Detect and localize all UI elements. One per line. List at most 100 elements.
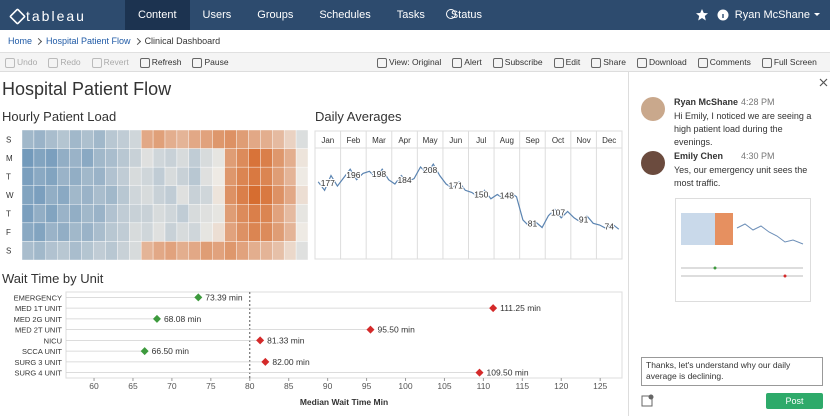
x-tick-label: 85 — [284, 381, 294, 391]
heat-cell — [33, 241, 47, 261]
toolbar-button[interactable]: Refresh — [139, 53, 181, 72]
attach-icon[interactable] — [641, 394, 655, 408]
heat-cell — [105, 241, 118, 261]
heat-cell — [69, 222, 82, 242]
month-label: Sep — [525, 136, 540, 145]
crumb[interactable]: Home — [8, 30, 32, 52]
row-label: W — [6, 191, 14, 200]
nav-item[interactable]: Status — [450, 9, 483, 21]
heat-cell — [81, 222, 94, 242]
heat-cell — [93, 204, 106, 224]
nav-item[interactable]: Users — [202, 9, 232, 21]
heat-cell — [188, 148, 201, 168]
comment-author: Emily Chen — [674, 151, 724, 161]
toolbar-button[interactable]: Comments — [697, 53, 751, 72]
close-icon[interactable] — [819, 78, 828, 87]
heat-cell — [248, 185, 261, 205]
value-label: 68.08 min — [164, 314, 202, 324]
toolbar-button[interactable]: Subscribe — [492, 53, 543, 72]
heat-cell — [129, 129, 142, 149]
heat-cell — [33, 129, 47, 149]
heat-cell — [248, 148, 261, 168]
unit-label: SCCA UNIT — [22, 347, 62, 356]
toolbar-button[interactable]: Redo — [47, 53, 81, 72]
heat-cell — [283, 185, 297, 205]
heat-cell — [164, 129, 178, 149]
heat-cell — [260, 241, 273, 261]
heat-cell — [21, 148, 35, 168]
logo[interactable]: tableau — [8, 8, 86, 24]
heat-cell — [260, 185, 273, 205]
search-icon[interactable] — [446, 9, 456, 19]
x-tick-label: 105 — [437, 381, 451, 391]
value-label: 81.33 min — [267, 335, 305, 345]
heat-cell — [224, 241, 237, 261]
heat-cell — [69, 241, 82, 261]
toolbar-right: View: Original Alert Subscribe Edit Share Dow… — [376, 53, 827, 72]
month-average-label: 177 — [321, 178, 335, 188]
toolbar-button[interactable]: Undo — [4, 53, 37, 72]
heat-cell — [176, 204, 190, 224]
heat-cell — [224, 129, 237, 149]
heat-cell — [295, 241, 309, 261]
favorites-icon[interactable] — [696, 9, 708, 21]
heat-cell — [129, 166, 142, 186]
nav-item[interactable]: Schedules — [319, 9, 371, 21]
heat-cell — [200, 204, 213, 224]
heat-cell — [212, 222, 225, 242]
heat-cell — [105, 185, 118, 205]
user-menu[interactable]: Ryan McShane — [735, 0, 821, 30]
heat-cell — [176, 185, 190, 205]
row-label: S — [6, 247, 11, 256]
toolbar-button[interactable]: Download — [636, 53, 687, 72]
heat-cell — [140, 241, 154, 261]
heat-cell — [283, 166, 297, 186]
nav-item[interactable]: Groups — [257, 9, 294, 21]
heat-cell — [152, 185, 166, 205]
toolbar-button[interactable]: Alert — [451, 53, 482, 72]
heat-cell — [69, 129, 82, 149]
comment-time: 4:28 PM — [741, 97, 775, 107]
toolbar-button[interactable]: Share — [590, 53, 626, 72]
heat-cell — [188, 129, 201, 149]
heat-cell — [33, 185, 47, 205]
month-label: Oct — [552, 136, 565, 145]
chart-title: Wait Time by Unit — [2, 271, 104, 286]
month-average-label: 91 — [579, 215, 589, 225]
heat-cell — [81, 204, 94, 224]
toolbar-button[interactable]: Pause — [191, 53, 229, 72]
month-average-label: 150 — [474, 190, 488, 200]
nav-icons — [696, 9, 729, 21]
heat-cell — [105, 204, 118, 224]
toolbar-button[interactable]: Edit — [553, 53, 580, 72]
nav-item[interactable]: Tasks — [396, 9, 425, 21]
heat-cell — [295, 148, 309, 168]
dashboard-snapshot[interactable] — [675, 198, 811, 302]
comment-input[interactable]: Thanks, let's understand why our daily a… — [641, 357, 823, 386]
heat-cell — [164, 148, 178, 168]
month-label: Nov — [577, 136, 591, 145]
heat-cell — [188, 166, 201, 186]
heat-cell — [93, 185, 106, 205]
heat-cell — [152, 222, 166, 242]
toolbar-button[interactable]: Full Screen — [761, 53, 817, 72]
heat-cell — [188, 241, 201, 261]
nav-items: Content Users Groups Schedules Tasks Sta… — [125, 0, 495, 30]
heat-cell — [212, 166, 225, 186]
x-tick-label: 70 — [167, 381, 177, 391]
heat-cell — [93, 241, 106, 261]
value-label: 109.50 min — [486, 368, 528, 378]
toolbar-button[interactable]: Revert — [91, 53, 129, 72]
heat-cell — [272, 241, 285, 261]
crumb[interactable]: Hospital Patient Flow — [46, 30, 131, 52]
heat-cell — [200, 129, 213, 149]
month-average-label: 171 — [449, 181, 463, 191]
heat-cell — [283, 204, 297, 224]
month-label: Jul — [476, 136, 486, 145]
dot-marker — [489, 304, 498, 313]
row-label: M — [6, 154, 13, 163]
toolbar-button[interactable]: View: Original — [376, 53, 441, 72]
post-button[interactable]: Post — [766, 393, 823, 409]
comment-time: 4:30 PM — [741, 151, 775, 161]
nav-item[interactable]: Content — [125, 0, 190, 30]
